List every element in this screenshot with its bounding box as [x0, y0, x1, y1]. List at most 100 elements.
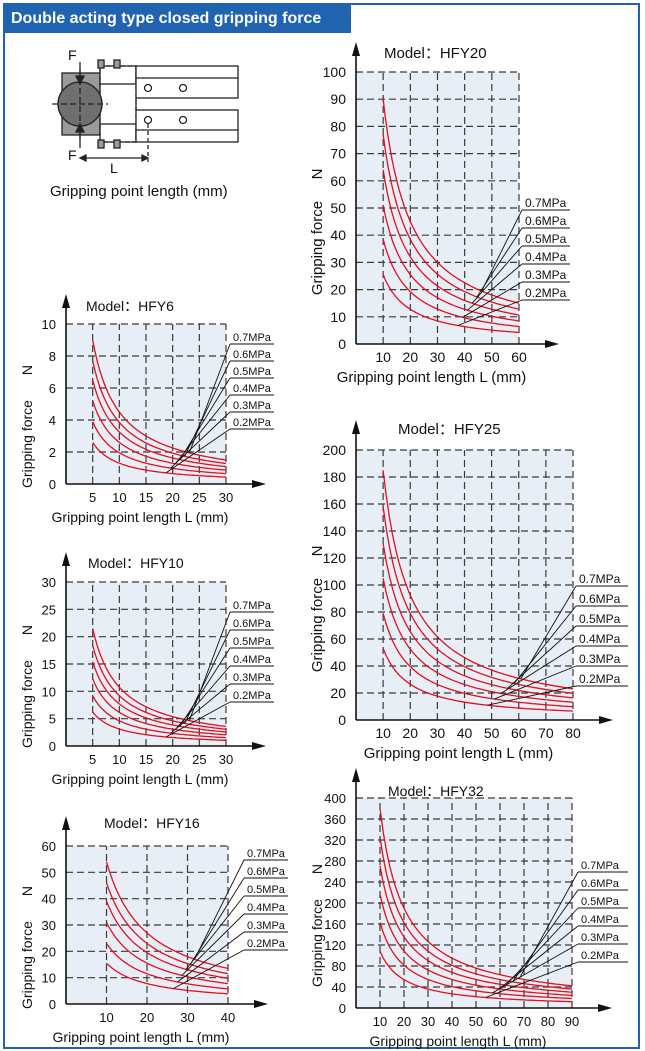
x-axis-arrow — [545, 340, 559, 348]
chart-hfy6: 0 2 4 6 8 10 5 10 15 20 25 30 Model：HFY6 Gripping poi… — [19, 294, 274, 525]
y-tick-label: 80 — [332, 959, 346, 974]
x-tick-label: 70 — [517, 1014, 531, 1029]
leader-line — [185, 895, 245, 970]
leader-line — [170, 683, 231, 734]
x-tick-label: 20 — [165, 752, 179, 767]
x-axis-arrow — [252, 480, 266, 488]
series-line — [382, 239, 520, 328]
force-label-top: F — [68, 47, 77, 63]
x-tick-label: 40 — [457, 725, 473, 741]
y-tick-label: 200 — [323, 442, 347, 458]
series-label: 0.2MPa — [247, 938, 286, 950]
x-axis-label: Gripping point length L (mm) — [53, 1029, 230, 1045]
series-line — [382, 648, 574, 712]
leader-line — [476, 227, 523, 298]
y-tick-label: 90 — [330, 91, 346, 107]
leader-line — [462, 281, 523, 318]
series-line — [382, 470, 574, 690]
page-title: Double acting type closed gripping force — [5, 5, 351, 33]
y-tick-label: 20 — [330, 685, 346, 701]
series-line — [92, 645, 227, 730]
series-line — [382, 578, 574, 703]
leader-line — [174, 665, 231, 730]
y-tick-label: 40 — [42, 892, 56, 907]
x-tick-label: 20 — [397, 1014, 411, 1029]
y-axis-label: Gripping force — [309, 899, 325, 987]
series-label: 0.3MPa — [579, 652, 621, 666]
series-label: 0.3MPa — [233, 672, 272, 684]
y-tick-label: 160 — [323, 496, 347, 512]
x-axis-arrow — [599, 716, 613, 724]
series-label: 0.5MPa — [247, 884, 286, 896]
series-line — [382, 99, 520, 304]
series-label: 0.2MPa — [525, 286, 567, 300]
series-line — [92, 339, 227, 461]
series-line — [379, 951, 573, 1003]
y-axis-unit: N — [19, 886, 35, 896]
y-tick-label: 240 — [324, 875, 346, 890]
leader-line — [494, 665, 577, 700]
series-label: 0.4MPa — [233, 654, 272, 666]
y-tick-label: 100 — [323, 577, 347, 593]
y-tick-label: 0 — [49, 739, 56, 754]
y-tick-label: 10 — [42, 684, 56, 699]
y-axis-unit: N — [309, 546, 326, 557]
series-line — [382, 205, 520, 322]
leader-line — [170, 411, 231, 469]
y-tick-label: 0 — [49, 997, 56, 1012]
series-line — [92, 421, 227, 475]
series-line — [92, 379, 227, 468]
y-tick-label: 120 — [324, 938, 346, 953]
y-axis-unit: N — [19, 625, 35, 635]
y-tick-label: 0 — [338, 712, 346, 728]
series-label: 0.2MPa — [581, 950, 620, 962]
y-tick-label: 100 — [323, 64, 347, 80]
series-line — [379, 808, 573, 987]
leader-line — [485, 961, 579, 998]
series-label: 0.7MPa — [525, 196, 567, 210]
leader-line — [492, 943, 579, 994]
series-line — [92, 678, 227, 736]
x-tick-label: 20 — [140, 1010, 154, 1025]
chart-title: Model：HFY25 — [398, 421, 501, 438]
y-tick-label: 50 — [330, 200, 346, 216]
y-tick-label: 4 — [49, 413, 56, 428]
x-tick-label: 20 — [402, 725, 418, 741]
y-tick-label: 120 — [323, 550, 347, 566]
x-tick-label: 80 — [541, 1014, 555, 1029]
series-label: 0.4MPa — [579, 632, 621, 646]
series-line — [106, 962, 229, 995]
x-tick-label: 20 — [403, 349, 419, 365]
leader-line — [165, 701, 231, 738]
y-tick-label: 60 — [330, 173, 346, 189]
y-tick-label: 400 — [324, 791, 346, 806]
y-axis-arrow — [352, 768, 360, 782]
series-label: 0.2MPa — [579, 672, 621, 686]
x-tick-label: 5 — [89, 490, 96, 505]
x-tick-label: 30 — [219, 752, 233, 767]
x-tick-label: 15 — [139, 490, 153, 505]
chart-title: Model：HFY10 — [88, 555, 184, 571]
series-line — [382, 274, 520, 334]
x-tick-label: 60 — [511, 725, 527, 741]
y-axis-arrow — [62, 816, 70, 830]
chart-title: Model：HFY16 — [104, 815, 200, 831]
y-tick-label: 140 — [323, 523, 347, 539]
series-line — [92, 628, 227, 728]
series-label: 0.5MPa — [233, 366, 272, 378]
y-tick-label: 0 — [49, 477, 56, 492]
y-tick-label: 280 — [324, 854, 346, 869]
series-line — [382, 613, 574, 708]
y-tick-label: 360 — [324, 812, 346, 827]
y-tick-label: 0 — [338, 336, 346, 352]
x-tick-label: 30 — [180, 1010, 194, 1025]
y-tick-label: 40 — [330, 227, 346, 243]
series-label: 0.6MPa — [525, 214, 567, 228]
x-tick-label: 10 — [99, 1010, 113, 1025]
x-tick-label: 15 — [139, 752, 153, 767]
y-tick-label: 20 — [42, 944, 56, 959]
x-tick-label: 10 — [375, 349, 391, 365]
leader-line — [457, 299, 523, 326]
x-tick-label: 90 — [565, 1014, 579, 1029]
leader-line — [471, 245, 523, 304]
